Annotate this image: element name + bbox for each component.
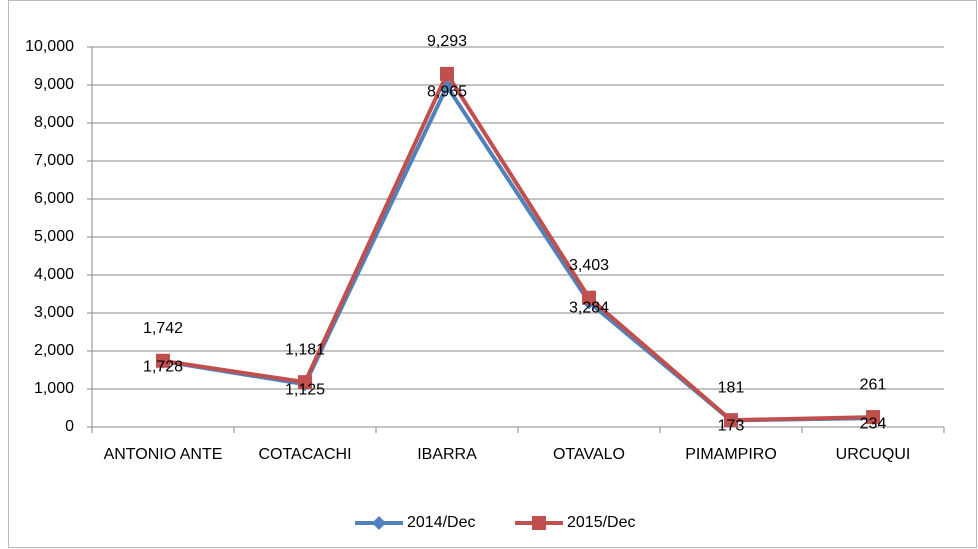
- x-tick-label: PIMAMPIRO: [685, 446, 777, 463]
- legend-label: 2014/Dec: [407, 514, 476, 531]
- y-tick-label: 2,000: [34, 342, 74, 359]
- data-label: 8,965: [427, 84, 467, 101]
- x-tick-label: URCUQUI: [836, 446, 911, 463]
- data-point: [866, 410, 880, 425]
- y-tick-label: 7,000: [34, 152, 74, 169]
- data-label: 1,125: [285, 381, 325, 398]
- y-tick-label: 9,000: [34, 76, 74, 93]
- x-tick-label: IBARRA: [417, 446, 477, 463]
- data-point: [582, 290, 596, 305]
- data-point: [440, 66, 454, 81]
- data-label: 1,742: [143, 320, 183, 337]
- data-label: 3,403: [569, 257, 609, 274]
- chart-frame: [8, 0, 977, 548]
- data-label: 9,293: [427, 33, 467, 50]
- data-point: [724, 413, 738, 428]
- y-tick-label: 4,000: [34, 266, 74, 283]
- y-tick-label: 3,000: [34, 304, 74, 321]
- x-tick-label: ANTONIO ANTE: [104, 446, 223, 463]
- y-tick-label: 10,000: [25, 38, 74, 55]
- y-tick-label: 5,000: [34, 228, 74, 245]
- data-label: 1,181: [285, 341, 325, 358]
- series-line: [162, 71, 874, 423]
- legend-label: 2015/Dec: [567, 514, 636, 531]
- y-tick-label: 6,000: [34, 190, 74, 207]
- y-tick-label: 0: [65, 418, 74, 435]
- y-tick-label: 1,000: [34, 380, 74, 397]
- legend-marker: [532, 516, 546, 530]
- x-tick-label: OTAVALO: [553, 446, 625, 463]
- data-point: [156, 353, 170, 368]
- legend-marker: [372, 516, 386, 530]
- data-point: [298, 375, 312, 390]
- data-label: 1,728: [143, 359, 183, 376]
- data-label: 261: [860, 376, 887, 393]
- data-label: 234: [860, 415, 887, 432]
- data-label: 173: [718, 418, 745, 435]
- y-tick-label: 8,000: [34, 114, 74, 131]
- data-label: 181: [718, 379, 745, 396]
- x-tick-label: COTACACHI: [258, 446, 351, 463]
- data-label: 3,284: [569, 299, 609, 316]
